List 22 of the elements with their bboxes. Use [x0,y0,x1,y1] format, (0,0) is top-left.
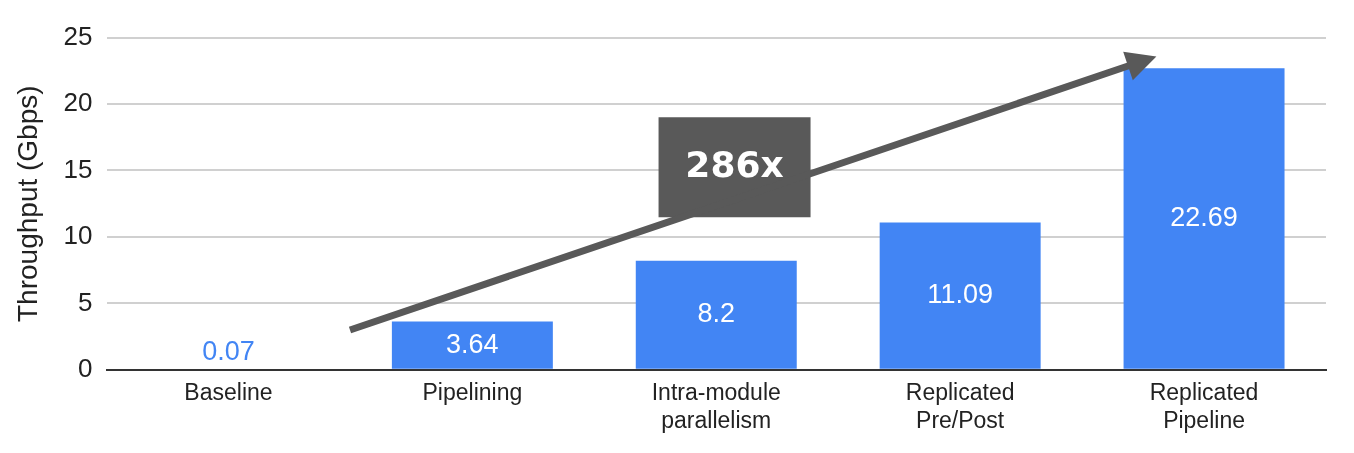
data-label: 11.09 [927,279,993,310]
y-tick-label: 20 [63,87,93,118]
bar [635,260,797,369]
y-axis-title: Throughput (Gbps) [11,85,43,322]
y-tick-label: 5 [78,286,93,317]
x-tick-label: Baseline [184,378,273,405]
data-label: 22.69 [1170,202,1238,232]
y-tick-label: 25 [63,20,93,51]
bar [1123,68,1285,369]
y-tick-label: 10 [63,220,93,251]
data-label: 0.07 [202,336,255,367]
y-tick-label: 0 [78,352,93,383]
bar [391,321,553,369]
x-tick-label: Replicated Pre/Post [905,378,1015,433]
annotation: 286x [685,143,784,185]
x-tick-label: Intra-module parallelism [651,378,781,433]
data-label: 8.2 [697,298,736,329]
y-tick-label: 15 [63,153,93,184]
x-tick-label: Pipelining [422,378,523,405]
x-tick-label: Replicated Pipeline [1149,378,1259,433]
bar [879,222,1041,369]
data-label: 3.64 [446,328,499,359]
